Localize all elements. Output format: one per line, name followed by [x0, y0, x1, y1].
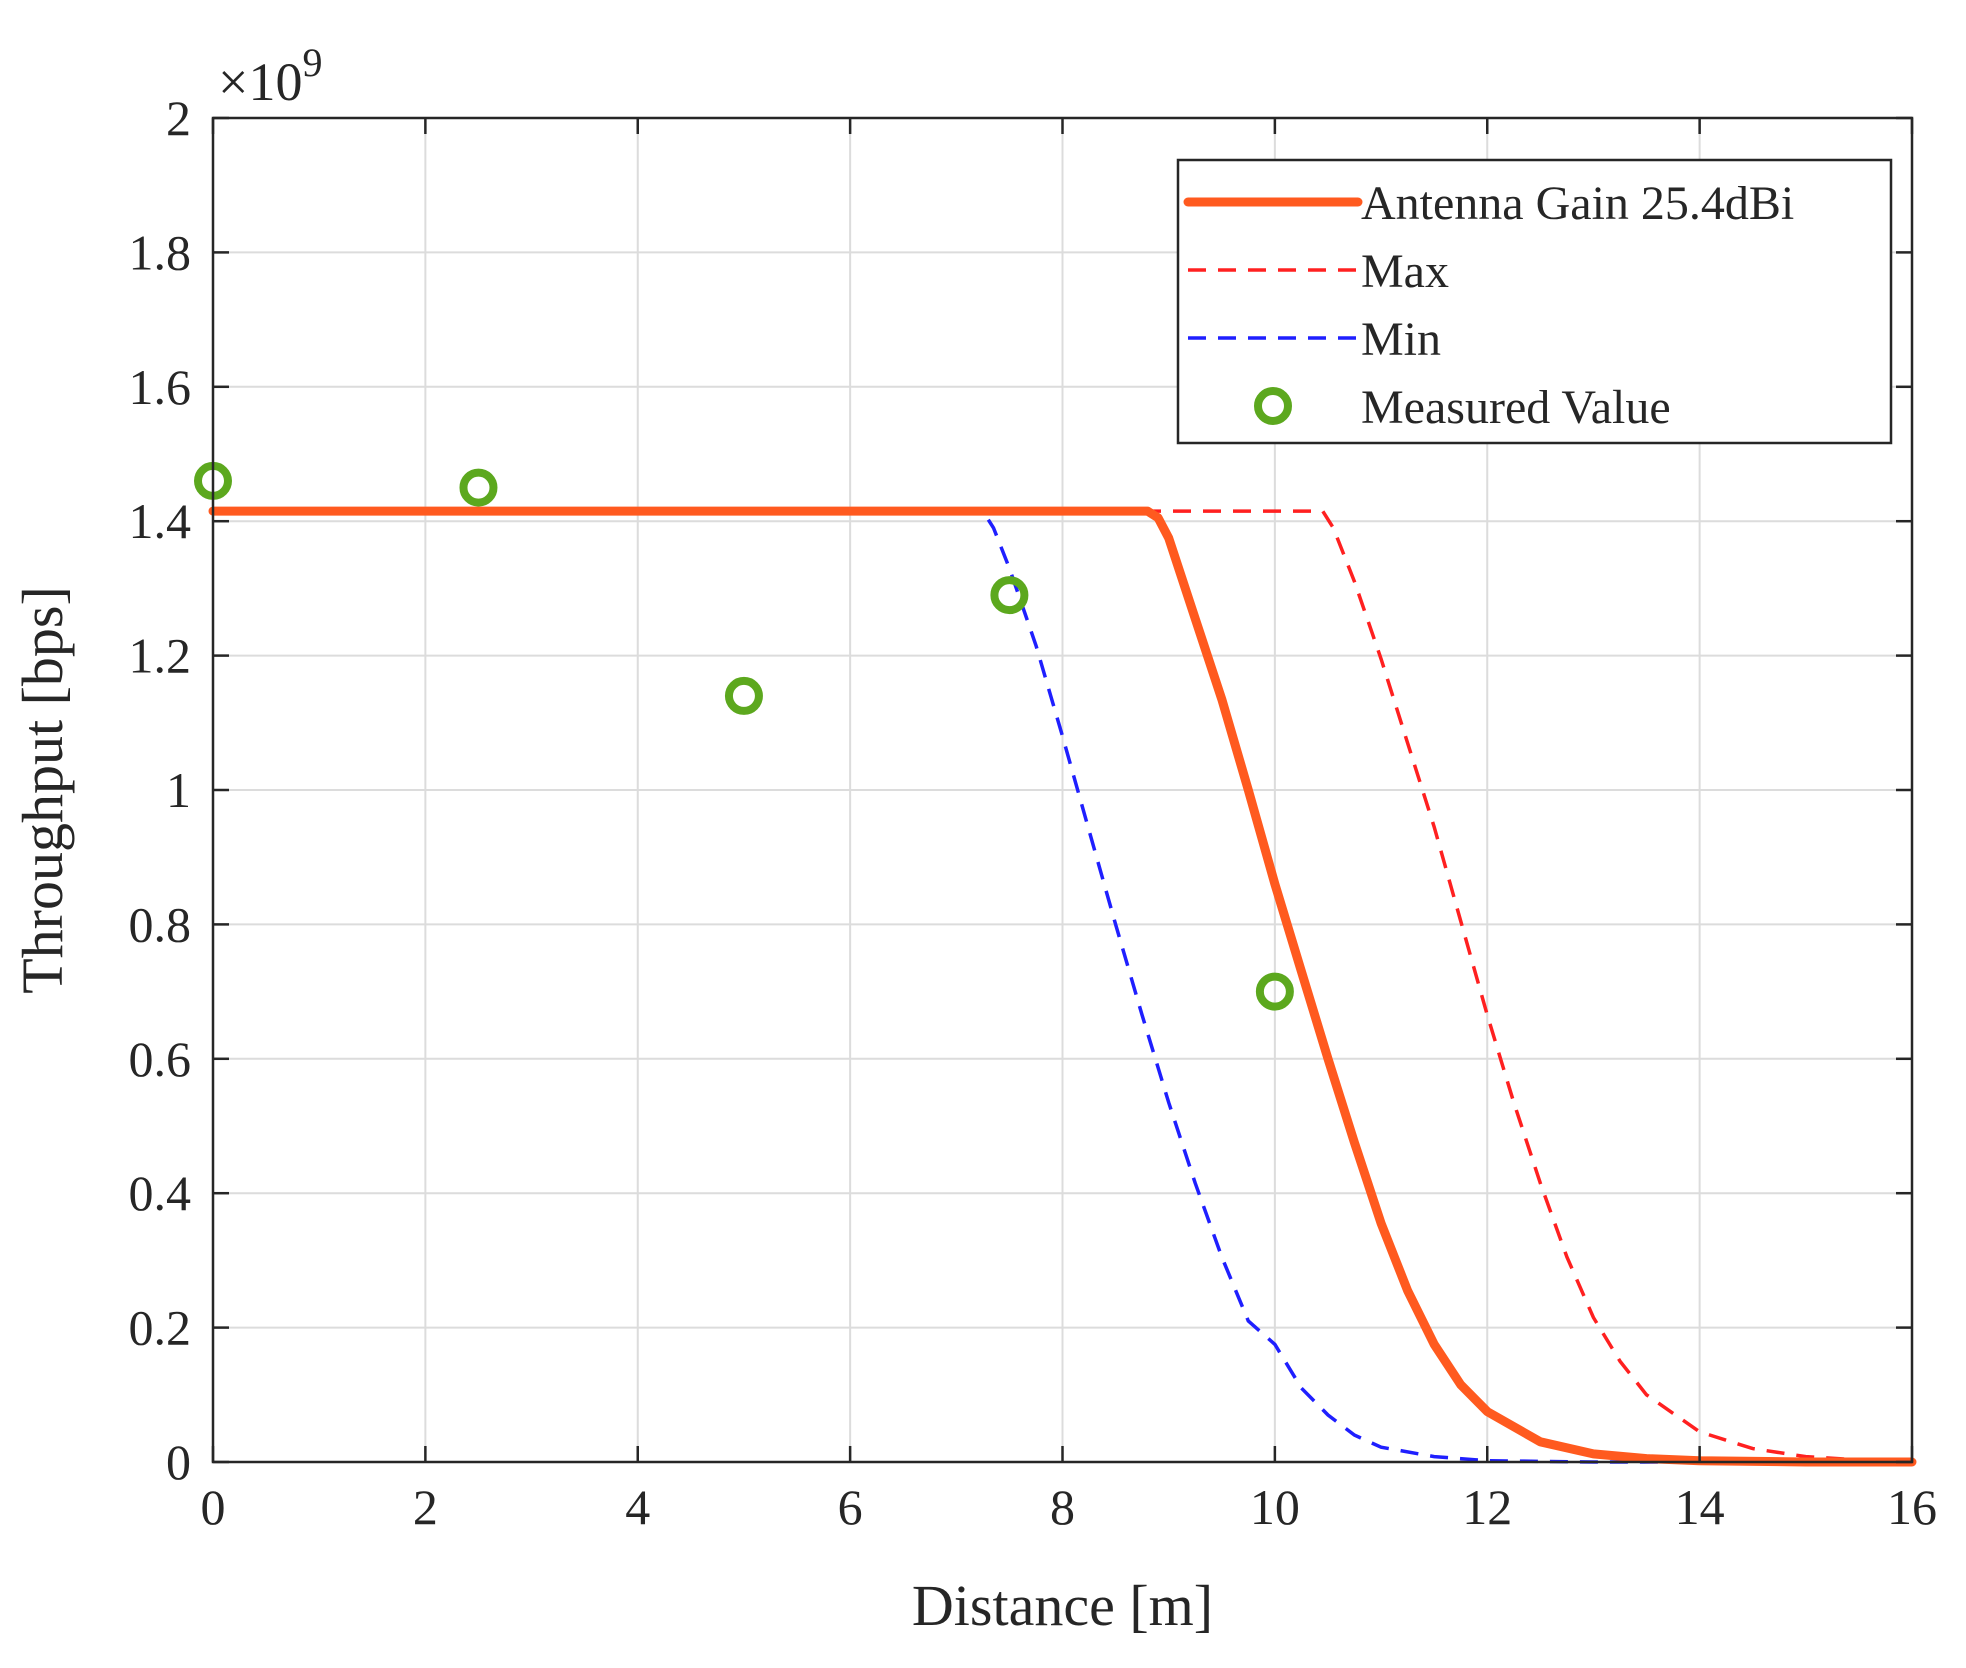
legend-item-min: Min [1188, 313, 1441, 366]
y-tick-label: 0 [166, 1434, 191, 1490]
legend-label: Max [1361, 245, 1449, 298]
y-axis-exponent-label: ×109 [218, 40, 322, 112]
x-axis-title: Distance [m] [912, 1573, 1213, 1638]
x-tick-label: 14 [1675, 1479, 1725, 1535]
x-tick-label: 4 [625, 1479, 650, 1535]
legend-items: Antenna Gain 25.4dBi Max Min Measured Value [1183, 177, 1794, 434]
legend-label: Min [1361, 313, 1441, 366]
y-tick-label: 0.2 [129, 1300, 192, 1356]
measured-value-point [459, 468, 498, 507]
x-tick-label: 16 [1887, 1479, 1937, 1535]
legend-label: Measured Value [1361, 381, 1671, 434]
y-axis-tick-labels: 0 0.2 0.4 0.6 0.8 1 1.2 1.4 1.6 1.8 2 [129, 90, 192, 1490]
legend-marker-circle [1254, 387, 1292, 425]
x-tick-label: 0 [201, 1479, 226, 1535]
legend-item-antenna-gain-25-4dbi: Antenna Gain 25.4dBi [1183, 177, 1794, 230]
series-line-antenna-gain-25-4dbi [208, 506, 1917, 1467]
measured-value-point [990, 576, 1029, 615]
series-line-max [213, 509, 1913, 1464]
axis-ticks [211, 116, 1914, 1464]
legend-box [1176, 158, 1893, 445]
y-tick-label: 1.2 [129, 628, 192, 684]
measured-value-point [1255, 972, 1294, 1011]
x-tick-label: 12 [1462, 1479, 1512, 1535]
x-tick-label: 8 [1050, 1479, 1075, 1535]
y-tick-label: 1.8 [129, 224, 192, 280]
y-tick-label: 1 [166, 762, 191, 818]
x-axis-tick-labels: 0 2 4 6 8 10 12 14 16 [201, 1479, 1938, 1535]
legend-item-max: Max [1188, 245, 1449, 298]
y-tick-label: 0.8 [129, 896, 192, 952]
measured-value-point [724, 676, 763, 715]
y-tick-label: 2 [166, 90, 191, 146]
x-tick-label: 2 [413, 1479, 438, 1535]
y-axis-title: Throughput [bps] [10, 586, 75, 994]
legend-label: Antenna Gain 25.4dBi [1361, 177, 1794, 230]
y-tick-label: 0.6 [129, 1031, 192, 1087]
legend: Antenna Gain 25.4dBi Max Min Measured Value [1176, 158, 1893, 445]
x-tick-label: 6 [838, 1479, 863, 1535]
data-series [194, 461, 1917, 1467]
x-tick-label: 10 [1250, 1479, 1300, 1535]
y-tick-label: 1.6 [129, 359, 192, 415]
legend-item-measured-value: Measured Value [1254, 381, 1671, 434]
y-tick-label: 1.4 [129, 493, 192, 549]
y-tick-label: 0.4 [129, 1165, 192, 1221]
